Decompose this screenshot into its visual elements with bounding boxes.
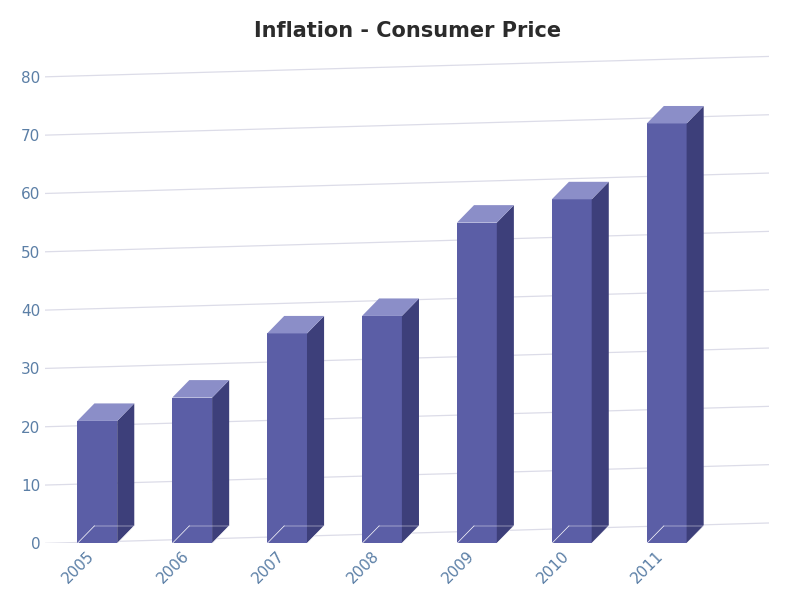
Title: Inflation - Consumer Price: Inflation - Consumer Price <box>254 21 561 41</box>
Polygon shape <box>117 404 134 543</box>
Polygon shape <box>457 223 497 543</box>
Polygon shape <box>212 380 229 543</box>
Polygon shape <box>402 299 419 543</box>
Polygon shape <box>647 106 704 123</box>
Polygon shape <box>592 182 609 543</box>
Polygon shape <box>172 380 229 398</box>
Polygon shape <box>267 333 307 543</box>
Polygon shape <box>77 421 117 543</box>
Polygon shape <box>267 316 324 333</box>
Polygon shape <box>497 205 514 543</box>
Polygon shape <box>647 123 687 543</box>
Polygon shape <box>307 316 324 543</box>
Polygon shape <box>77 404 134 421</box>
Polygon shape <box>362 299 419 316</box>
Polygon shape <box>457 205 514 223</box>
Polygon shape <box>552 182 609 199</box>
Polygon shape <box>362 316 402 543</box>
Polygon shape <box>687 106 704 543</box>
Polygon shape <box>172 398 212 543</box>
Polygon shape <box>552 199 592 543</box>
